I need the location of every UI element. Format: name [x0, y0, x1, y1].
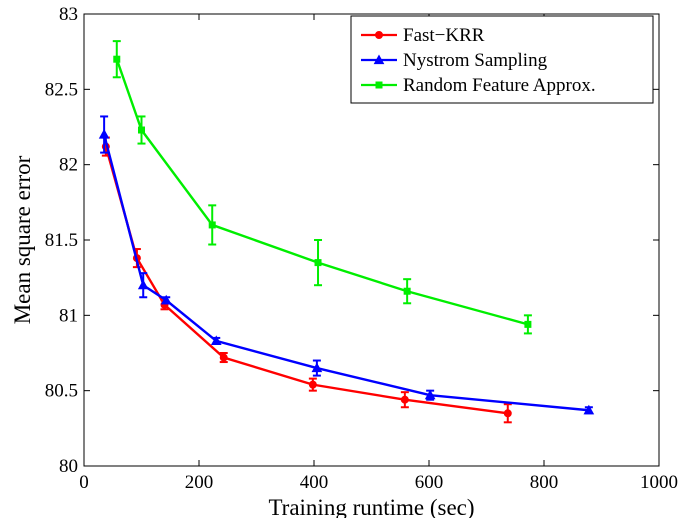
y-tick-label: 82 — [59, 155, 78, 176]
data-point — [208, 221, 216, 229]
data-point — [308, 380, 317, 389]
data-point — [424, 389, 436, 400]
data-point — [219, 353, 228, 362]
data-point — [524, 320, 532, 328]
legend-item: Fast−KRR — [361, 25, 485, 46]
y-tick-label: 83 — [59, 4, 78, 25]
data-point — [210, 335, 222, 346]
x-tick-label: 1000 — [640, 472, 678, 493]
x-tick-label: 200 — [185, 472, 214, 493]
y-tick-label: 80 — [59, 456, 78, 477]
data-point — [503, 409, 512, 418]
legend-box — [350, 15, 654, 104]
y-tick-label: 82.5 — [45, 79, 78, 100]
x-tick-label: 600 — [415, 472, 444, 493]
data-point — [400, 395, 409, 404]
data-point — [160, 294, 172, 305]
y-tick-label: 81 — [59, 305, 78, 326]
legend-item: Nystrom Sampling — [361, 50, 548, 71]
y-tick-label: 80.5 — [45, 381, 78, 402]
series-0 — [101, 136, 512, 424]
data-point — [375, 31, 383, 39]
data-point — [311, 362, 323, 373]
data-point — [98, 129, 110, 139]
data-point — [583, 404, 595, 415]
x-tick-label: 0 — [79, 472, 89, 493]
x-tick-label: 800 — [530, 472, 559, 493]
data-point — [137, 279, 149, 290]
y-tick-label: 81.5 — [45, 230, 78, 251]
data-point — [138, 126, 145, 134]
legend-label: Random Feature Approx. — [403, 75, 596, 96]
plot-axes: 0 200 400 600 800 1000 80 80.5 81 81.5 82 82.5 83 — [45, 4, 678, 493]
data-point — [113, 55, 121, 63]
x-axis-label: Training runtime (sec) — [268, 495, 474, 518]
legend-label: Fast−KRR — [403, 25, 485, 46]
legend-item: Random Feature Approx. — [361, 75, 596, 96]
series-line — [104, 146, 508, 415]
series-line — [115, 58, 529, 326]
data-point — [314, 259, 322, 267]
x-tick-label: 400 — [300, 472, 329, 493]
legend-label: Nystrom Sampling — [403, 50, 548, 71]
series-layer — [98, 40, 595, 424]
series-1 — [98, 115, 595, 415]
data-point — [403, 287, 411, 295]
data-point — [375, 81, 383, 89]
data-point — [373, 54, 385, 65]
y-axis-label: Mean square error — [10, 155, 35, 324]
series-2 — [112, 40, 532, 335]
legend: Fast−KRR Nystrom Sampling Random Feature A… — [350, 15, 654, 104]
